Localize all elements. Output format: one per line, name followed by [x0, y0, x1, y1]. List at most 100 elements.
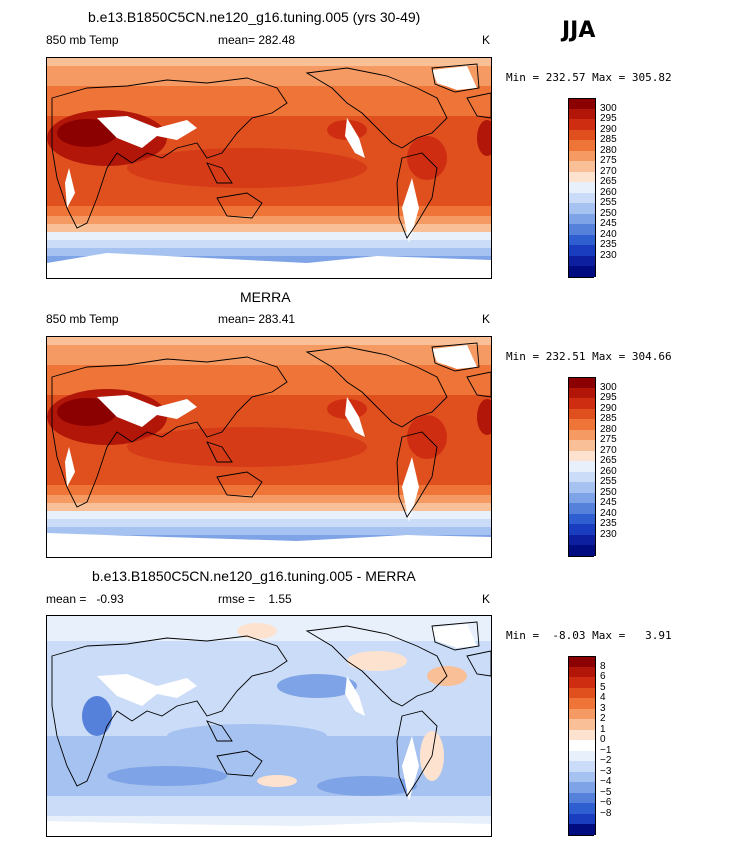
colorbar-swatch: [568, 398, 596, 409]
panel3-map: [46, 615, 492, 837]
colorbar-tick-label: 230: [600, 528, 617, 540]
colorbar-tick-label: 285: [600, 413, 617, 424]
colorbar-swatch: [568, 813, 596, 824]
colorbar-swatch: [568, 150, 596, 161]
colorbar-tick-label: 3: [600, 702, 606, 714]
colorbar-tick-label: 255: [600, 197, 617, 208]
colorbar-tick-label: 275: [600, 434, 617, 445]
colorbar-swatch: [568, 761, 596, 772]
colorbar-swatch: [568, 750, 596, 761]
colorbar-swatch: [568, 771, 596, 782]
colorbar-tick-label: 6: [600, 671, 606, 682]
colorbar-tick-label: 270: [600, 165, 617, 177]
panel1-variable-label: 850 mb Temp: [46, 33, 119, 47]
panel1-units: K: [482, 33, 491, 47]
panel3-title: b.e13.B1850C5CN.ne120_g16.tuning.005 - M…: [92, 568, 416, 584]
colorbar-tick-label: 265: [600, 455, 617, 466]
colorbar-tick-label: 0: [600, 734, 606, 745]
panel2-map: [46, 336, 492, 558]
colorbar-tick-label: 285: [600, 134, 617, 145]
colorbar-tick-label: 245: [600, 497, 617, 508]
colorbar-swatch: [568, 782, 596, 793]
panel2-map-svg: [47, 337, 491, 557]
colorbar-swatch: [568, 513, 596, 524]
colorbar-tick-label: 5: [600, 681, 606, 693]
colorbar-tick-label: 230: [600, 249, 617, 261]
colorbar-swatch: [568, 245, 596, 256]
panel1-title: b.e13.B1850C5CN.ne120_g16.tuning.005 (yr…: [88, 9, 421, 25]
panel1-map: [46, 57, 492, 279]
colorbar-swatch: [568, 524, 596, 535]
colorbar-tick-label: 295: [600, 113, 617, 124]
panel3-rmse-label: rmse = 1.55: [218, 592, 292, 606]
colorbar-tick-label: −8: [600, 807, 612, 819]
season-label: JJA: [562, 18, 596, 43]
colorbar-swatch: [568, 171, 596, 182]
colorbar-swatch: [568, 503, 596, 514]
colorbar-tick-label: 8: [600, 660, 606, 672]
colorbar-swatch: [568, 698, 596, 709]
colorbar-swatch: [568, 687, 596, 698]
colorbar-swatch: [568, 803, 596, 814]
colorbar-tick-label: −5: [600, 786, 612, 798]
colorbar-tick-label: 235: [600, 239, 617, 250]
panel3-minmax: Min = -8.03 Max = 3.91: [506, 629, 672, 642]
colorbar-swatch: [568, 429, 596, 440]
colorbar-swatch: [568, 213, 596, 224]
colorbar-swatch: [568, 792, 596, 803]
panel1-mean-label: mean= 282.48: [218, 33, 296, 47]
colorbar-tick-label: 290: [600, 123, 617, 135]
colorbar-swatch: [568, 719, 596, 730]
colorbar-tick-label: 240: [600, 507, 617, 519]
colorbar-tick-label: 250: [600, 207, 617, 219]
colorbar-swatch: [568, 98, 596, 110]
colorbar-swatch: [568, 108, 596, 119]
panel3-map-svg: [47, 616, 491, 836]
colorbar-swatch: [568, 119, 596, 130]
colorbar-tick-label: −2: [600, 755, 612, 766]
colorbar-tick-label: 265: [600, 176, 617, 187]
colorbar-swatch: [568, 419, 596, 430]
colorbar-tick-label: 275: [600, 155, 617, 166]
colorbar-swatch: [568, 729, 596, 740]
colorbar-tick-label: −1: [600, 744, 612, 756]
colorbar-tick-label: 235: [600, 518, 617, 529]
colorbar-tick-label: 1: [600, 723, 606, 735]
colorbar-tick-label: −3: [600, 765, 612, 777]
colorbar-swatch: [568, 408, 596, 419]
colorbar-swatch: [568, 545, 596, 556]
colorbar-swatch: [568, 740, 596, 751]
colorbar-swatch: [568, 824, 596, 835]
colorbar-swatch: [568, 140, 596, 151]
colorbar-swatch: [568, 203, 596, 214]
panel1-minmax: Min = 232.57 Max = 305.82: [506, 71, 672, 84]
colorbar-swatch: [568, 450, 596, 461]
colorbar-swatch: [568, 471, 596, 482]
colorbar-tick-label: 280: [600, 423, 617, 435]
colorbar-swatch: [568, 461, 596, 472]
colorbar-swatch: [568, 377, 596, 389]
colorbar-swatch: [568, 656, 596, 668]
panel2-minmax: Min = 232.51 Max = 304.66: [506, 350, 672, 363]
colorbar-tick-label: 4: [600, 692, 606, 703]
colorbar-tick-label: −6: [600, 797, 612, 808]
colorbar-tick-label: 2: [600, 713, 606, 724]
colorbar-tick-label: 250: [600, 486, 617, 498]
panel2-mean-label: mean= 283.41: [218, 312, 296, 326]
panel2-title: MERRA: [240, 289, 291, 305]
panel3-mean-label: mean = -0.93: [46, 592, 124, 606]
colorbar-tick-label: 295: [600, 392, 617, 403]
colorbar-swatch: [568, 234, 596, 245]
colorbar-tick-label: 260: [600, 186, 617, 198]
colorbar-tick-label: 245: [600, 218, 617, 229]
colorbar-tick-label: 260: [600, 465, 617, 477]
colorbar-swatch: [568, 255, 596, 266]
colorbar-swatch: [568, 534, 596, 545]
colorbar-swatch: [568, 182, 596, 193]
colorbar-swatch: [568, 440, 596, 451]
colorbar-tick-label: 290: [600, 402, 617, 414]
colorbar-swatch: [568, 161, 596, 172]
colorbar-tick-label: 255: [600, 476, 617, 487]
colorbar-swatch: [568, 387, 596, 398]
colorbar-swatch: [568, 224, 596, 235]
